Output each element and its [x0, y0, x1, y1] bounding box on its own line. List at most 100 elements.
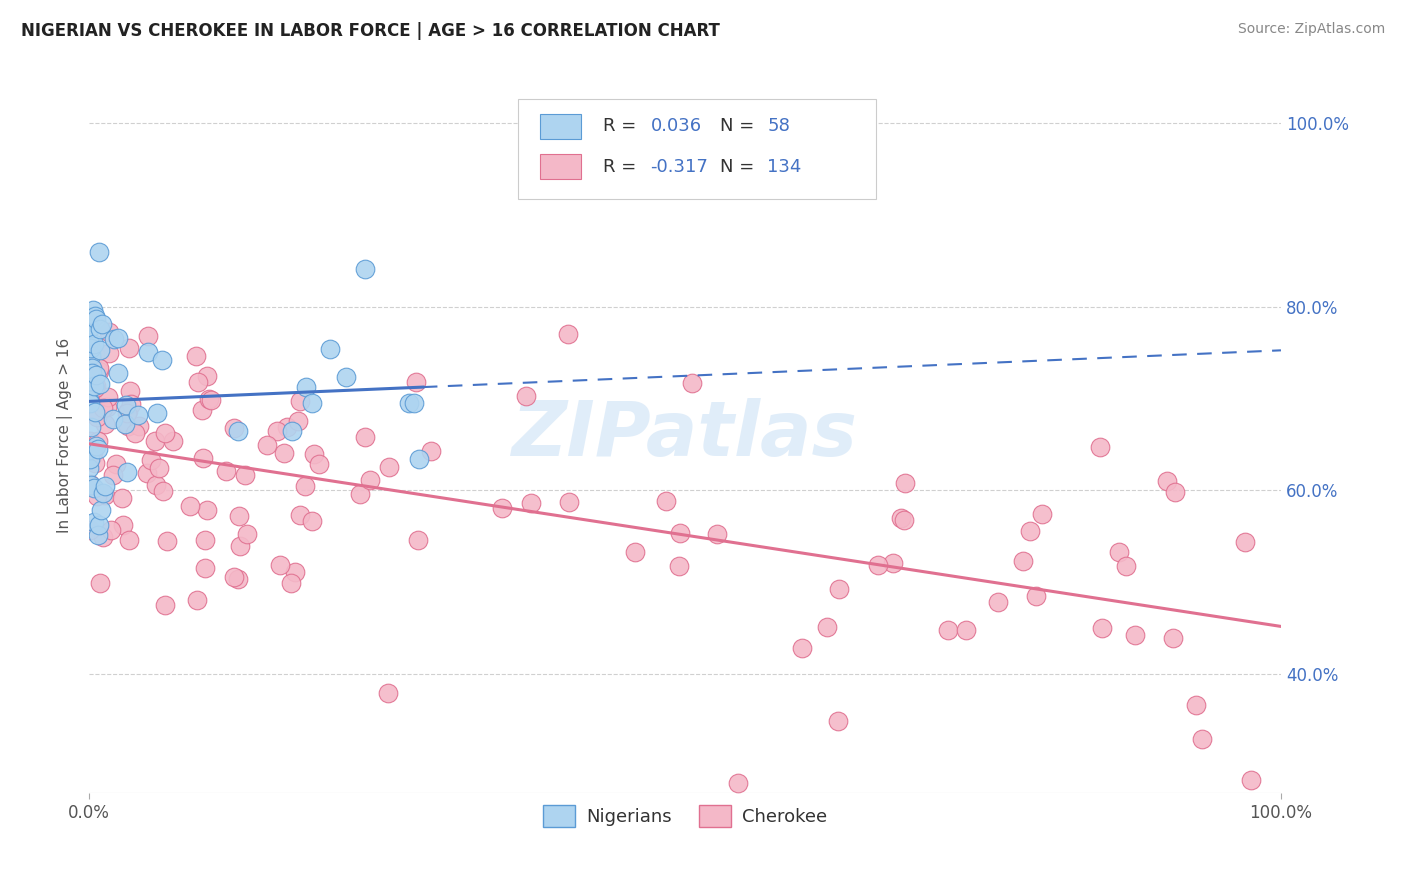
Point [866, 558, 889, 572]
Point [83, 336, 105, 351]
Point [1025, 589, 1047, 603]
Point [727, 776, 749, 790]
Point [143, 434, 166, 448]
Point [226, 572, 249, 586]
Point [83, 515, 105, 529]
Point [103, 411, 125, 425]
Point [79, 384, 101, 398]
Point [89, 376, 111, 391]
Point [84, 312, 107, 326]
Point [186, 593, 208, 607]
Point [229, 539, 252, 553]
Point [420, 444, 443, 458]
Point [936, 624, 959, 638]
Text: ZIPatlas: ZIPatlas [512, 399, 858, 473]
Point [83, 309, 105, 323]
Point [1031, 507, 1053, 521]
Point [162, 434, 184, 448]
Point [191, 451, 214, 466]
Point [82, 449, 104, 463]
Point [86, 489, 108, 503]
Point [120, 396, 142, 410]
Point [295, 380, 318, 394]
Point [79, 321, 101, 335]
Point [288, 393, 311, 408]
Point [152, 484, 174, 499]
Point [148, 461, 170, 475]
Point [405, 375, 427, 389]
Point [77, 374, 100, 388]
Point [117, 418, 139, 433]
Point [84, 347, 107, 361]
Point [135, 467, 157, 481]
Point [79, 477, 101, 491]
Point [515, 389, 537, 403]
Point [77, 460, 100, 475]
Point [103, 332, 125, 346]
Point [406, 533, 429, 548]
Point [359, 473, 381, 487]
Point [156, 534, 179, 549]
Point [145, 478, 167, 492]
Point [1012, 554, 1035, 568]
Point [114, 398, 136, 412]
Point [288, 508, 311, 523]
Point [668, 558, 690, 573]
Point [681, 376, 703, 390]
Point [890, 511, 912, 525]
Point [80, 341, 103, 355]
Point [97, 390, 120, 404]
Text: 58: 58 [768, 117, 790, 135]
Point [319, 342, 342, 356]
Point [97, 346, 120, 360]
Point [1156, 475, 1178, 489]
Point [194, 561, 217, 575]
Point [1191, 731, 1213, 746]
Point [89, 518, 111, 533]
Point [349, 486, 371, 500]
Text: -0.317: -0.317 [651, 158, 709, 176]
Legend: Nigerians, Cherokee: Nigerians, Cherokee [536, 798, 835, 834]
Point [790, 641, 813, 656]
Point [115, 406, 138, 420]
Point [1184, 698, 1206, 713]
Point [404, 396, 426, 410]
Point [79, 451, 101, 466]
Point [222, 421, 245, 435]
Point [1091, 621, 1114, 635]
Text: 134: 134 [768, 158, 801, 176]
Point [987, 595, 1010, 609]
Point [1163, 631, 1185, 645]
Point [82, 445, 104, 459]
Point [87, 528, 110, 542]
Text: R =: R = [603, 117, 641, 135]
Point [256, 438, 278, 452]
Point [266, 424, 288, 438]
Point [354, 429, 377, 443]
Y-axis label: In Labor Force | Age > 16: In Labor Force | Age > 16 [58, 338, 73, 533]
Point [107, 366, 129, 380]
Point [79, 396, 101, 410]
Point [84, 456, 107, 470]
Point [669, 525, 692, 540]
Point [127, 408, 149, 422]
Point [84, 368, 107, 383]
Point [624, 545, 647, 559]
Point [101, 468, 124, 483]
Point [80, 478, 103, 492]
Point [115, 465, 138, 479]
Point [706, 527, 728, 541]
Point [77, 334, 100, 349]
Point [187, 375, 209, 389]
Point [1108, 544, 1130, 558]
Point [100, 523, 122, 537]
Point [77, 442, 100, 457]
Point [141, 452, 163, 467]
Point [882, 556, 904, 570]
Point [491, 500, 513, 515]
Point [304, 447, 326, 461]
Point [378, 460, 401, 475]
Point [128, 419, 150, 434]
Point [1088, 440, 1111, 454]
Point [193, 533, 215, 548]
